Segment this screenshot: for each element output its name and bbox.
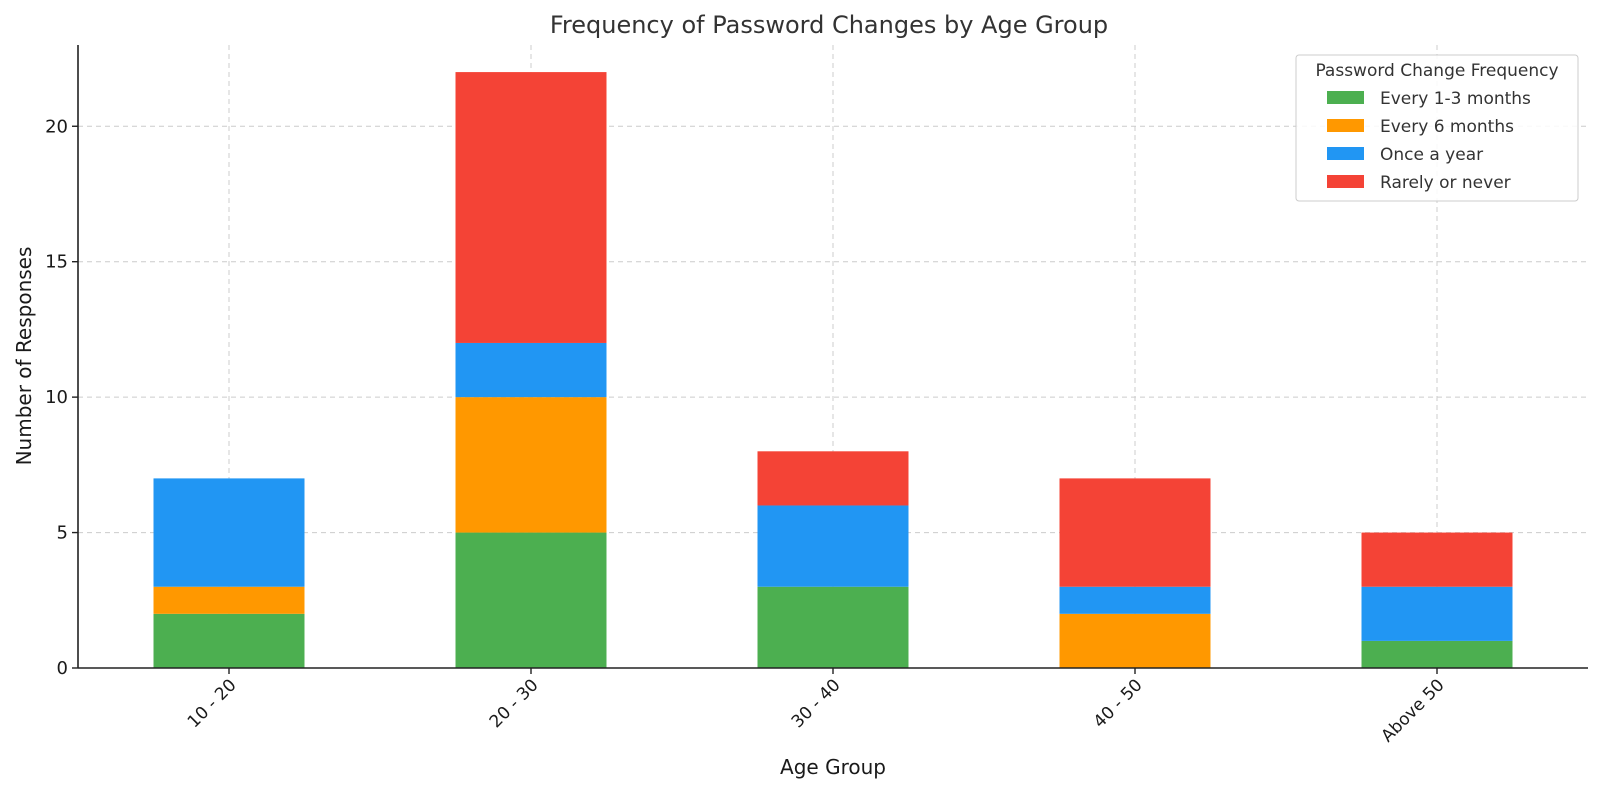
bar-segment-every-6-months-10-20: [153, 586, 305, 614]
legend-label: Once a year: [1380, 145, 1483, 165]
bar-segment-once-a-year-20-30: [455, 342, 607, 398]
legend-label: Every 6 months: [1380, 117, 1514, 137]
legend-label: Every 1-3 months: [1380, 89, 1531, 109]
legend-swatch: [1327, 119, 1364, 132]
bar-segment-every-1-3-months-20-30: [455, 532, 607, 668]
y-tick-label: 15: [45, 252, 68, 273]
x-tick-label: 10 - 20: [184, 675, 241, 732]
legend-swatch: [1327, 91, 1364, 104]
x-axis-label: Age Group: [780, 755, 886, 779]
legend-box: [1295, 54, 1579, 202]
bar-segment-every-1-3-months-10-20: [153, 613, 305, 668]
bar-segment-every-1-3-months-30-40: [757, 586, 909, 668]
bar-segment-once-a-year-above-50: [1361, 586, 1513, 641]
legend-swatch: [1327, 147, 1364, 160]
bar-segment-rarely-or-never-30-40: [757, 451, 909, 506]
bar-segment-every-6-months-40-50: [1059, 613, 1211, 668]
bar-segment-once-a-year-10-20: [153, 478, 305, 587]
legend-label: Rarely or never: [1380, 173, 1511, 193]
bar-segment-once-a-year-40-50: [1059, 586, 1211, 614]
bar-segment-rarely-or-never-above-50: [1361, 532, 1513, 587]
y-tick-label: 10: [45, 387, 68, 408]
bar-segment-rarely-or-never-40-50: [1059, 478, 1211, 587]
x-tick-label: Above 50: [1378, 675, 1449, 746]
y-tick-label: 5: [57, 523, 68, 544]
y-tick-label: 0: [57, 658, 68, 679]
bar-segment-every-1-3-months-above-50: [1361, 640, 1513, 668]
legend: Password Change Frequency Every 1-3 month…: [1295, 54, 1579, 202]
y-axis-label: Number of Responses: [12, 247, 36, 466]
bar-segment-every-6-months-20-30: [455, 397, 607, 533]
legend-swatch: [1327, 175, 1364, 188]
chart-title: Frequency of Password Changes by Age Gro…: [550, 11, 1108, 39]
x-tick-label: 30 - 40: [788, 675, 845, 732]
bar-segment-rarely-or-never-20-30: [455, 72, 607, 343]
bar-segment-once-a-year-30-40: [757, 505, 909, 587]
y-tick-label: 20: [45, 116, 68, 137]
x-tick-label: 40 - 50: [1090, 675, 1147, 732]
legend-title: Password Change Frequency: [1315, 61, 1558, 81]
bars-layer: [153, 72, 1513, 668]
x-tick-label: 20 - 30: [486, 675, 543, 732]
